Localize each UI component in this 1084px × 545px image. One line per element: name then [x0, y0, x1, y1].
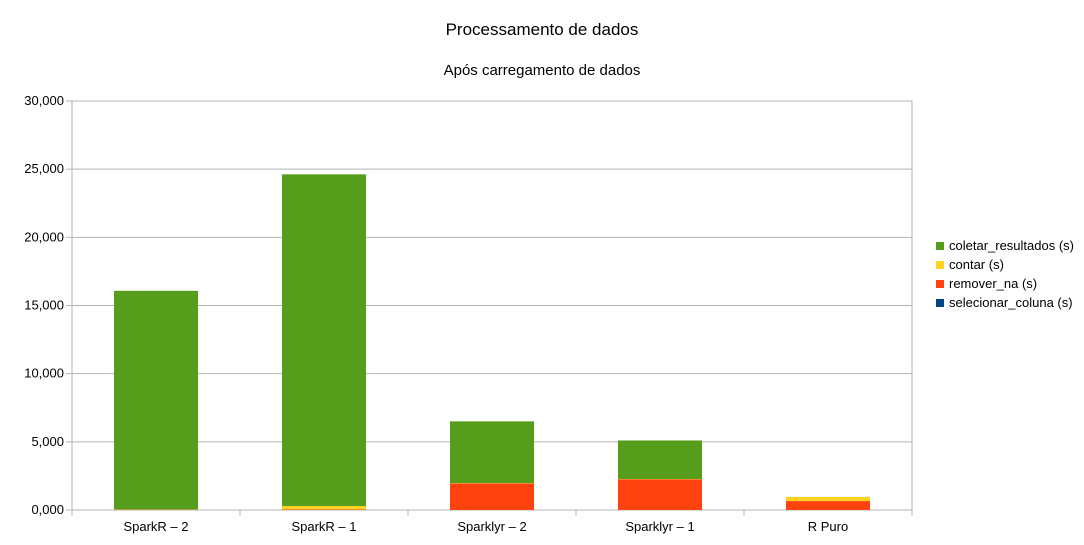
legend-label: selecionar_coluna (s): [949, 295, 1073, 310]
legend-label: remover_na (s): [949, 276, 1038, 291]
y-tick-label: 25,000: [24, 161, 64, 176]
bar-segment: [618, 479, 702, 510]
chart-legend: coletar_resultados (s) contar (s) remover_…: [936, 236, 1074, 312]
bar-segment: [450, 421, 534, 484]
legend-swatch: [936, 298, 944, 307]
legend-label: coletar_resultados (s): [949, 238, 1074, 253]
bar-segment: [618, 440, 702, 479]
y-tick-label: 15,000: [24, 298, 64, 313]
y-tick-label: 30,000: [24, 93, 64, 108]
y-tick-label: 20,000: [24, 229, 64, 244]
bar-segment: [114, 290, 198, 510]
chart-subtitle: Após carregamento de dados: [443, 62, 641, 79]
y-tick-label: 10,000: [24, 366, 64, 381]
chart-title: Processamento de dados: [445, 20, 639, 39]
legend-item: coletar_resultados (s): [936, 236, 1074, 255]
bar-segment: [786, 501, 870, 510]
bar-segment: [282, 506, 366, 510]
x-tick-label: Sparklyr – 2: [457, 519, 526, 534]
y-tick-label: 0,000: [31, 502, 64, 517]
x-tick-label: Sparklyr – 1: [625, 519, 694, 534]
x-tick-label: R Puro: [808, 519, 848, 534]
legend-label: contar (s): [949, 257, 1004, 272]
bar-segment: [282, 174, 366, 507]
legend-item: contar (s): [936, 255, 1074, 274]
x-tick-label: SparkR – 1: [291, 519, 356, 534]
x-tick-label: SparkR – 2: [123, 519, 188, 534]
bar-segment: [450, 483, 534, 510]
legend-item: selecionar_coluna (s): [936, 293, 1074, 312]
bar-segment: [786, 496, 870, 502]
legend-item: remover_na (s): [936, 274, 1074, 293]
legend-swatch: [936, 260, 944, 269]
legend-swatch: [936, 241, 944, 250]
legend-swatch: [936, 279, 944, 288]
y-tick-label: 5,000: [31, 434, 64, 449]
